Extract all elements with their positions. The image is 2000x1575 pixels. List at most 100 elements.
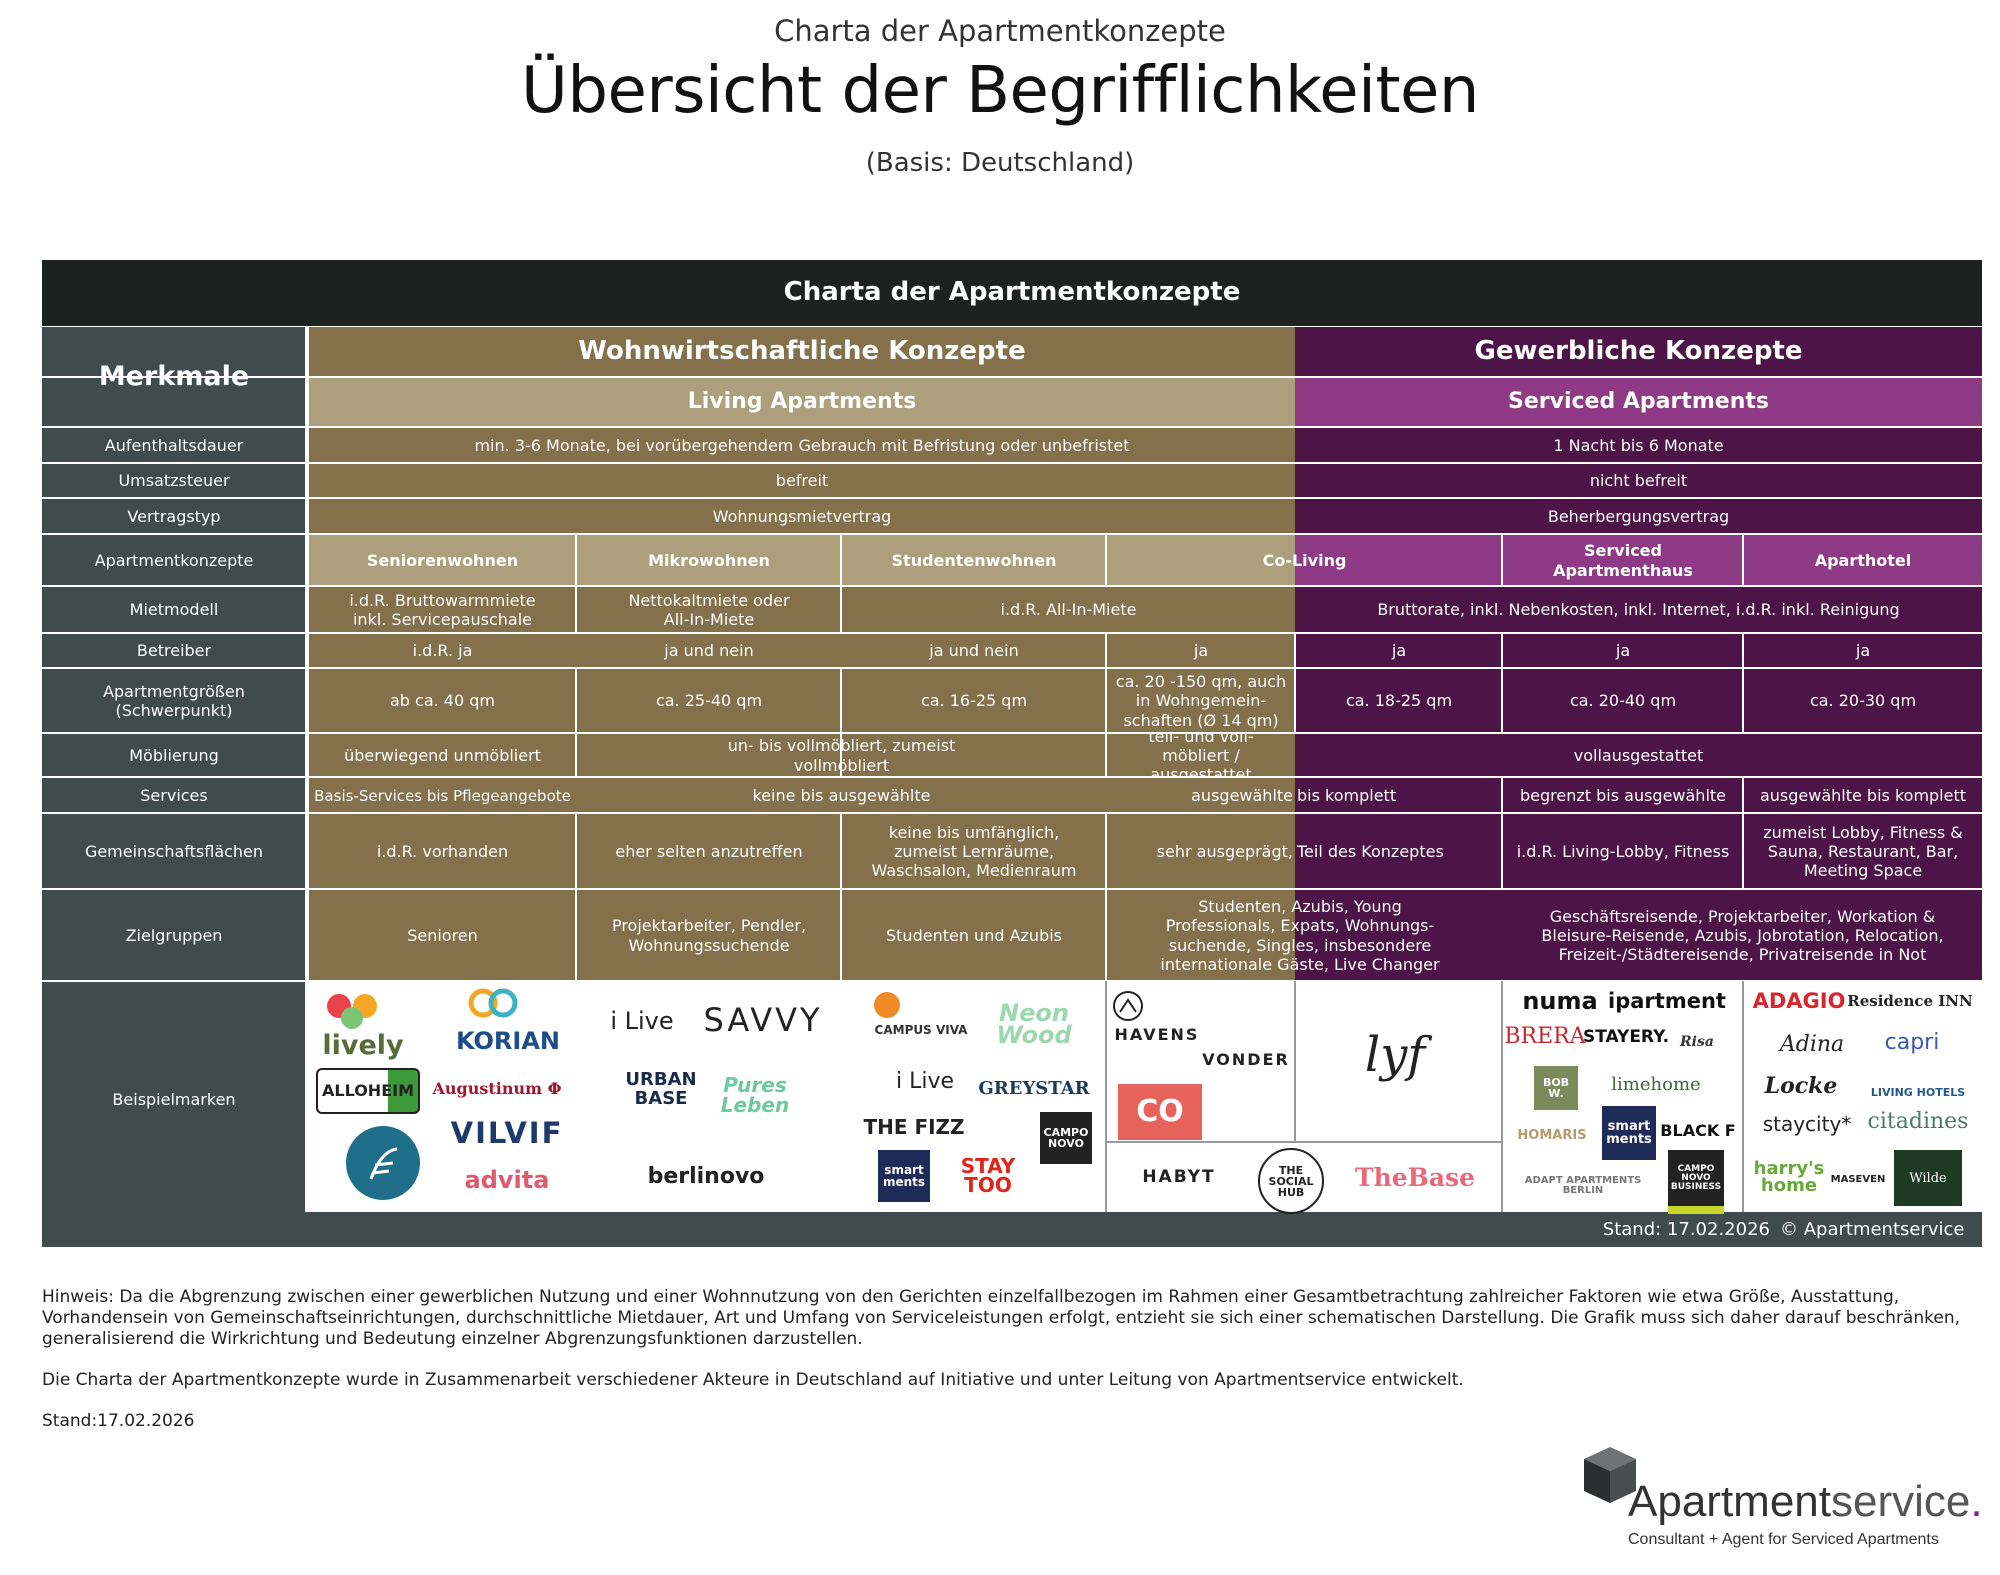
ust-residential: befreit <box>775 471 829 491</box>
row-label-marken: Beispielmarken <box>112 1090 236 1110</box>
logo-fizz: THE FIZZ <box>863 1115 965 1139</box>
table-title: Charta der Apartmentkonzepte <box>783 277 1241 308</box>
gemein-sah: i.d.R. Living-Lobby, Fitness <box>1516 841 1730 861</box>
sub-commercial: Serviced Apartments <box>1508 389 1769 415</box>
row-label-services: Services <box>140 785 208 805</box>
note-stand: Stand:17.02.2026 <box>42 1411 195 1431</box>
moebl-coliving: teil- und voll-möbliert / ausgestattet <box>1148 734 1254 777</box>
row-label-betreiber: Betreiber <box>136 641 212 661</box>
row-label-gemein: Gemeinschaftsflächen <box>84 841 264 861</box>
brand-name-a: Apartment <box>1628 1477 1831 1526</box>
row-label-ust: Umsatzsteuer <box>118 471 230 491</box>
ziel-studenten: Studenten und Azubis <box>886 925 1062 945</box>
logo-brera: BRERA <box>1504 1024 1586 1049</box>
betreiber-senioren: i.d.R. ja <box>412 641 473 661</box>
brand-dot: . <box>1970 1477 1983 1526</box>
brand-name-b: service <box>1830 1477 1971 1526</box>
apartmentservice-cube-icon <box>1584 1447 1636 1503</box>
logo-campo-novo-business: CAMPO NOVO BUSINESS <box>1668 1150 1724 1214</box>
groessen-coliving-com: ca. 18-25 qm <box>1345 691 1453 711</box>
table-stand: Stand: 17.02.2026 <box>1602 1218 1770 1240</box>
aufenthalt-residential: min. 3-6 Monate, bei vorübergehendem Geb… <box>474 435 1130 455</box>
mietmodell-studco: i.d.R. All-In-Miete <box>1000 600 1137 620</box>
ziel-coliving: Studenten, Azubis, Young Professionals, … <box>1160 897 1440 974</box>
vertrag-commercial: Beherbergungsvertrag <box>1547 506 1730 526</box>
logo-house-of-co: CO <box>1118 1084 1202 1140</box>
konzept-coliving: Co-Living <box>1262 550 1347 570</box>
logo-pures-leben: Pures Leben <box>720 1073 790 1117</box>
betreiber-coliving-res: ja <box>1193 641 1209 661</box>
logo-advita: advita <box>464 1166 550 1194</box>
logo-alloheim: ALLOHEIM <box>316 1068 420 1114</box>
page-title: Übersicht der Begrifflichkeiten <box>521 54 1479 128</box>
row-label-ziel: Zielgruppen <box>125 925 223 945</box>
groessen-mikro: ca. 25-40 qm <box>655 691 763 711</box>
betreiber-mikro: ja und nein <box>664 641 754 661</box>
gemein-aparthotel: zumeist Lobby, Fitness & Sauna, Restaura… <box>1763 822 1963 881</box>
logo-ilive-2: i Live <box>895 1069 955 1094</box>
gemein-coliving-a: sehr ausgeprägt, <box>1156 841 1293 861</box>
logo-berlinovo: berlinovo <box>647 1164 765 1189</box>
page-basis-note: (Basis: Deutschland) <box>865 148 1135 178</box>
logo-social-hub: THE SOCIAL HUB <box>1258 1148 1324 1214</box>
brand-tagline: Consultant + Agent for Serviced Apartmen… <box>1628 1531 1939 1548</box>
groessen-label-line1: Apartmentgrößen <box>103 681 245 701</box>
konzept-studenten: Studentenwohnen <box>891 550 1057 570</box>
row-label-aufenthalt: Aufenthaltsdauer <box>104 435 244 455</box>
logo-augustinum: Augustinum Φ <box>432 1079 562 1098</box>
gemein-senioren: i.d.R. vorhanden <box>376 841 509 861</box>
konzept-mikro: Mikrowohnen <box>648 550 770 570</box>
apartmentservice-brand: Apartmentservice. Consultant + Agent for… <box>1580 1443 1983 1553</box>
logo-lyf: lyf <box>1364 1027 1426 1083</box>
services-sah: begrenzt bis ausgewählte <box>1519 785 1727 805</box>
services-coliving-a: ausgewählte <box>1191 785 1293 805</box>
betreiber-studenten: ja und nein <box>929 641 1019 661</box>
campusviva-icon <box>872 990 972 1040</box>
logo-risa: Risa <box>1680 1034 1714 1050</box>
group-residential: Wohnwirtschaftliche Konzepte <box>578 336 1026 367</box>
groessen-aparthotel: ca. 20-30 qm <box>1809 691 1917 711</box>
lively-logo-icon <box>325 990 395 1032</box>
merkmale-header: Merkmale <box>98 360 250 392</box>
logo-smartments-2: smart ments <box>1602 1106 1656 1160</box>
footnotes: Hinweis: Da die Abgrenzung zwischen eine… <box>42 1287 1962 1452</box>
betreiber-aparthotel: ja <box>1855 641 1871 661</box>
logo-capri: capri <box>1884 1030 1940 1055</box>
services-aparthotel: ausgewählte bis komplett <box>1759 785 1967 805</box>
services-mikro-studenten: keine bis ausgewählte <box>752 785 931 805</box>
logo-urban-base: URBAN BASE <box>625 1069 697 1109</box>
group-commercial: Gewerbliche Konzepte <box>1474 336 1803 367</box>
table-copyright: © Apartmentservice <box>1780 1218 1965 1240</box>
logo-neon-wood: Neon Wood <box>996 999 1072 1049</box>
aufenthalt-commercial: 1 Nacht bis 6 Monate <box>1553 435 1724 455</box>
mietmodell-mikro: Nettokaltmiete oder All-In-Miete <box>628 590 790 629</box>
mietmodell-senioren: i.d.R. Bruttowarmmiete inkl. Servicepaus… <box>349 590 536 629</box>
row-label-mietmodell: Mietmodell <box>129 600 219 620</box>
logo-vonder: VONDER <box>1202 1050 1290 1069</box>
logo-bob-w: BOB W. <box>1534 1066 1578 1110</box>
moebl-mikro-studenten: un- bis vollmöbliert, zumeist vollmöblie… <box>727 736 956 775</box>
betreiber-sah: ja <box>1615 641 1631 661</box>
page-subtitle: Charta der Apartmentkonzepte <box>774 14 1226 48</box>
logo-locke: Locke <box>1764 1073 1838 1099</box>
logo-stayery: STAYERY. <box>1582 1026 1670 1047</box>
konzept-serviced-apartmenthaus: Serviced Apartmenthaus <box>1553 541 1693 580</box>
row-label-groessen: Apartmentgrößen (Schwerpunkt) <box>42 669 306 733</box>
logo-wilde: Wilde <box>1894 1150 1962 1206</box>
logo-havens: HAVENS <box>1114 1025 1200 1044</box>
logo-vilvif: VILVIF <box>450 1115 564 1150</box>
row-label-vertrag: Vertragstyp <box>127 506 221 526</box>
groessen-coliving-res: ca. 20 -150 qm, auch in Wohngemein-schaf… <box>1115 672 1287 730</box>
services-coliving-b: bis komplett <box>1297 785 1397 805</box>
ziel-senioren: Senioren <box>407 925 478 945</box>
konzept-aparthotel: Aparthotel <box>1814 550 1912 570</box>
logo-living-hotels: LIVING HOTELS <box>1870 1085 1966 1099</box>
logo-adapt-apartments: ADAPT APARTMENTS BERLIN <box>1524 1175 1642 1196</box>
groessen-studenten: ca. 16-25 qm <box>920 691 1028 711</box>
row-label-konzepte: Apartmentkonzepte <box>94 550 254 570</box>
konzept-senioren: Seniorenwohnen <box>366 550 519 570</box>
logo-greystar: GREYSTAR <box>978 1078 1090 1099</box>
logo-citadines: citadines <box>1867 1109 1969 1134</box>
logo-savvy: SAVVY <box>703 1001 823 1039</box>
